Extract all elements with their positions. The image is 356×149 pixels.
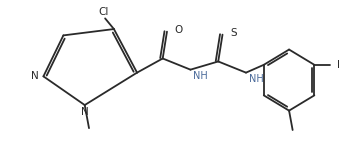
Text: NH: NH <box>249 74 263 84</box>
Text: S: S <box>230 28 237 38</box>
Text: I: I <box>337 60 340 70</box>
Text: O: O <box>175 25 183 35</box>
Text: N: N <box>31 71 39 81</box>
Text: NH: NH <box>193 71 208 81</box>
Text: Cl: Cl <box>98 7 109 17</box>
Text: N: N <box>81 107 89 117</box>
